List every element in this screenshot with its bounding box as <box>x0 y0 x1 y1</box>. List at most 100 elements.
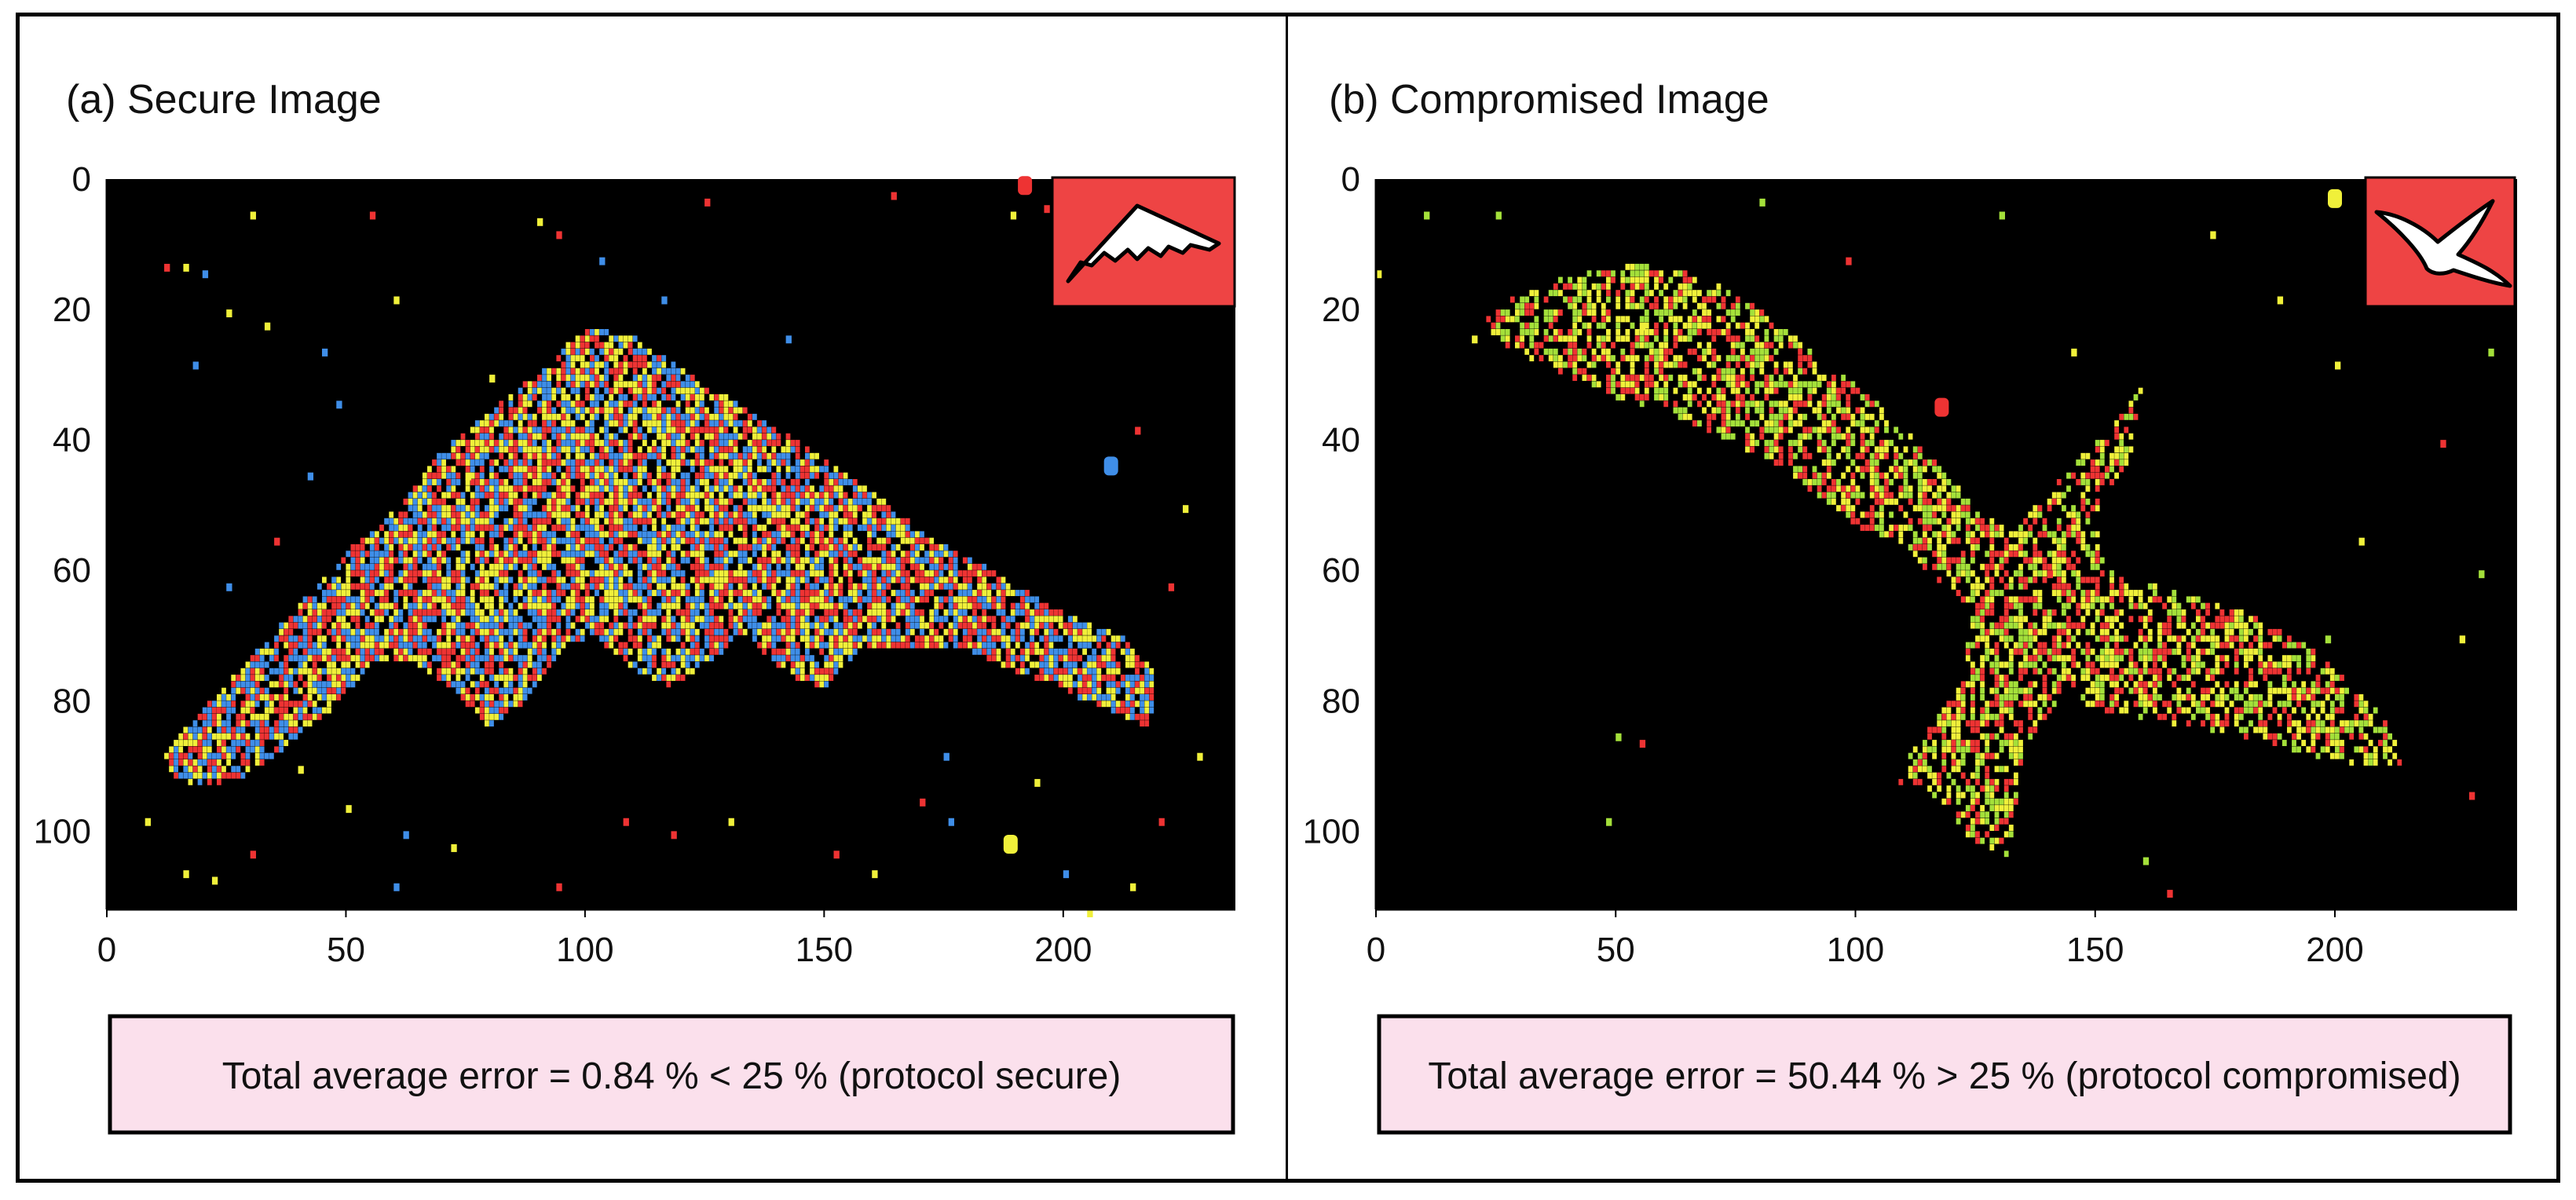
data-pixel <box>499 433 504 440</box>
data-pixel <box>843 648 848 655</box>
data-pixel <box>1025 668 1030 675</box>
data-pixel <box>1001 635 1006 642</box>
data-pixel <box>1495 309 1501 316</box>
data-pixel <box>833 590 839 596</box>
data-pixel <box>675 368 681 375</box>
data-pixel <box>704 635 709 642</box>
data-pixel <box>532 387 537 394</box>
data-pixel <box>1520 335 1524 342</box>
data-pixel <box>1111 635 1116 642</box>
data-pixel <box>814 642 819 649</box>
data-pixel <box>1111 701 1116 708</box>
data-pixel <box>518 668 523 675</box>
data-pixel <box>810 557 814 564</box>
data-pixel <box>742 511 748 518</box>
data-pixel <box>499 602 504 609</box>
data-pixel <box>595 492 599 499</box>
data-pixel <box>767 576 772 584</box>
data-pixel <box>1039 602 1045 609</box>
data-pixel <box>389 544 394 551</box>
data-pixel <box>843 609 848 616</box>
data-pixel <box>742 452 748 459</box>
data-pixel <box>623 570 628 577</box>
data-pixel <box>723 420 729 427</box>
data-pixel <box>977 602 982 609</box>
data-pixel <box>742 426 748 434</box>
data-pixel <box>375 531 379 538</box>
data-pixel <box>590 426 595 434</box>
data-pixel <box>618 485 624 492</box>
data-pixel <box>451 609 456 616</box>
data-pixel <box>460 563 466 570</box>
data-pixel <box>254 687 260 694</box>
data-pixel <box>537 375 542 381</box>
scatter-point <box>393 296 400 305</box>
data-pixel <box>489 694 494 701</box>
data-pixel <box>728 485 734 492</box>
data-pixel <box>652 420 657 427</box>
data-pixel <box>733 551 738 558</box>
scatter-point <box>393 883 400 891</box>
data-pixel <box>221 720 226 727</box>
data-pixel <box>240 772 246 779</box>
data-pixel <box>909 616 915 623</box>
data-pixel <box>819 596 825 603</box>
data-pixel <box>829 635 834 642</box>
data-pixel <box>590 537 595 544</box>
data-pixel <box>1625 375 1630 381</box>
data-pixel <box>733 459 738 466</box>
data-pixel <box>623 590 628 596</box>
data-pixel <box>503 505 509 512</box>
data-pixel <box>982 616 987 623</box>
data-pixel <box>609 557 614 564</box>
data-pixel <box>250 746 255 753</box>
data-pixel <box>417 551 423 558</box>
data-pixel <box>412 511 418 518</box>
data-pixel <box>350 596 356 603</box>
data-pixel <box>795 576 800 584</box>
data-pixel <box>1092 648 1097 655</box>
data-pixel <box>1087 668 1092 675</box>
data-pixel <box>723 407 729 414</box>
data-pixel <box>518 681 523 688</box>
data-pixel <box>322 681 327 688</box>
data-pixel <box>527 387 532 394</box>
data-pixel <box>1529 322 1535 329</box>
data-pixel <box>575 544 580 551</box>
data-pixel <box>1543 335 1549 342</box>
data-pixel <box>915 622 920 629</box>
data-pixel <box>886 616 891 623</box>
data-pixel <box>1611 368 1615 375</box>
data-pixel <box>474 446 480 453</box>
data-pixel <box>657 668 661 675</box>
data-pixel <box>508 394 514 401</box>
data-pixel <box>829 583 834 590</box>
data-pixel <box>680 452 686 459</box>
data-pixel <box>852 505 858 512</box>
data-pixel <box>1044 616 1049 623</box>
data-pixel <box>570 342 576 349</box>
data-pixel <box>613 413 619 420</box>
data-pixel <box>556 551 562 558</box>
data-pixel <box>767 642 772 649</box>
data-pixel <box>595 459 599 466</box>
data-pixel <box>389 642 394 649</box>
data-pixel <box>503 668 509 675</box>
data-pixel <box>360 557 365 564</box>
data-pixel <box>762 511 767 518</box>
data-pixel <box>666 368 671 375</box>
data-pixel <box>742 537 748 544</box>
data-pixel <box>647 518 652 525</box>
data-pixel <box>810 602 814 609</box>
data-pixel <box>551 544 557 551</box>
data-pixel <box>618 557 624 564</box>
data-pixel <box>690 642 695 649</box>
data-pixel <box>671 446 676 453</box>
data-pixel <box>1548 290 1553 297</box>
data-pixel <box>346 642 351 649</box>
data-pixel <box>776 551 781 558</box>
data-pixel <box>747 440 752 446</box>
data-pixel <box>207 720 212 727</box>
data-pixel <box>905 557 910 564</box>
data-pixel <box>542 642 547 649</box>
